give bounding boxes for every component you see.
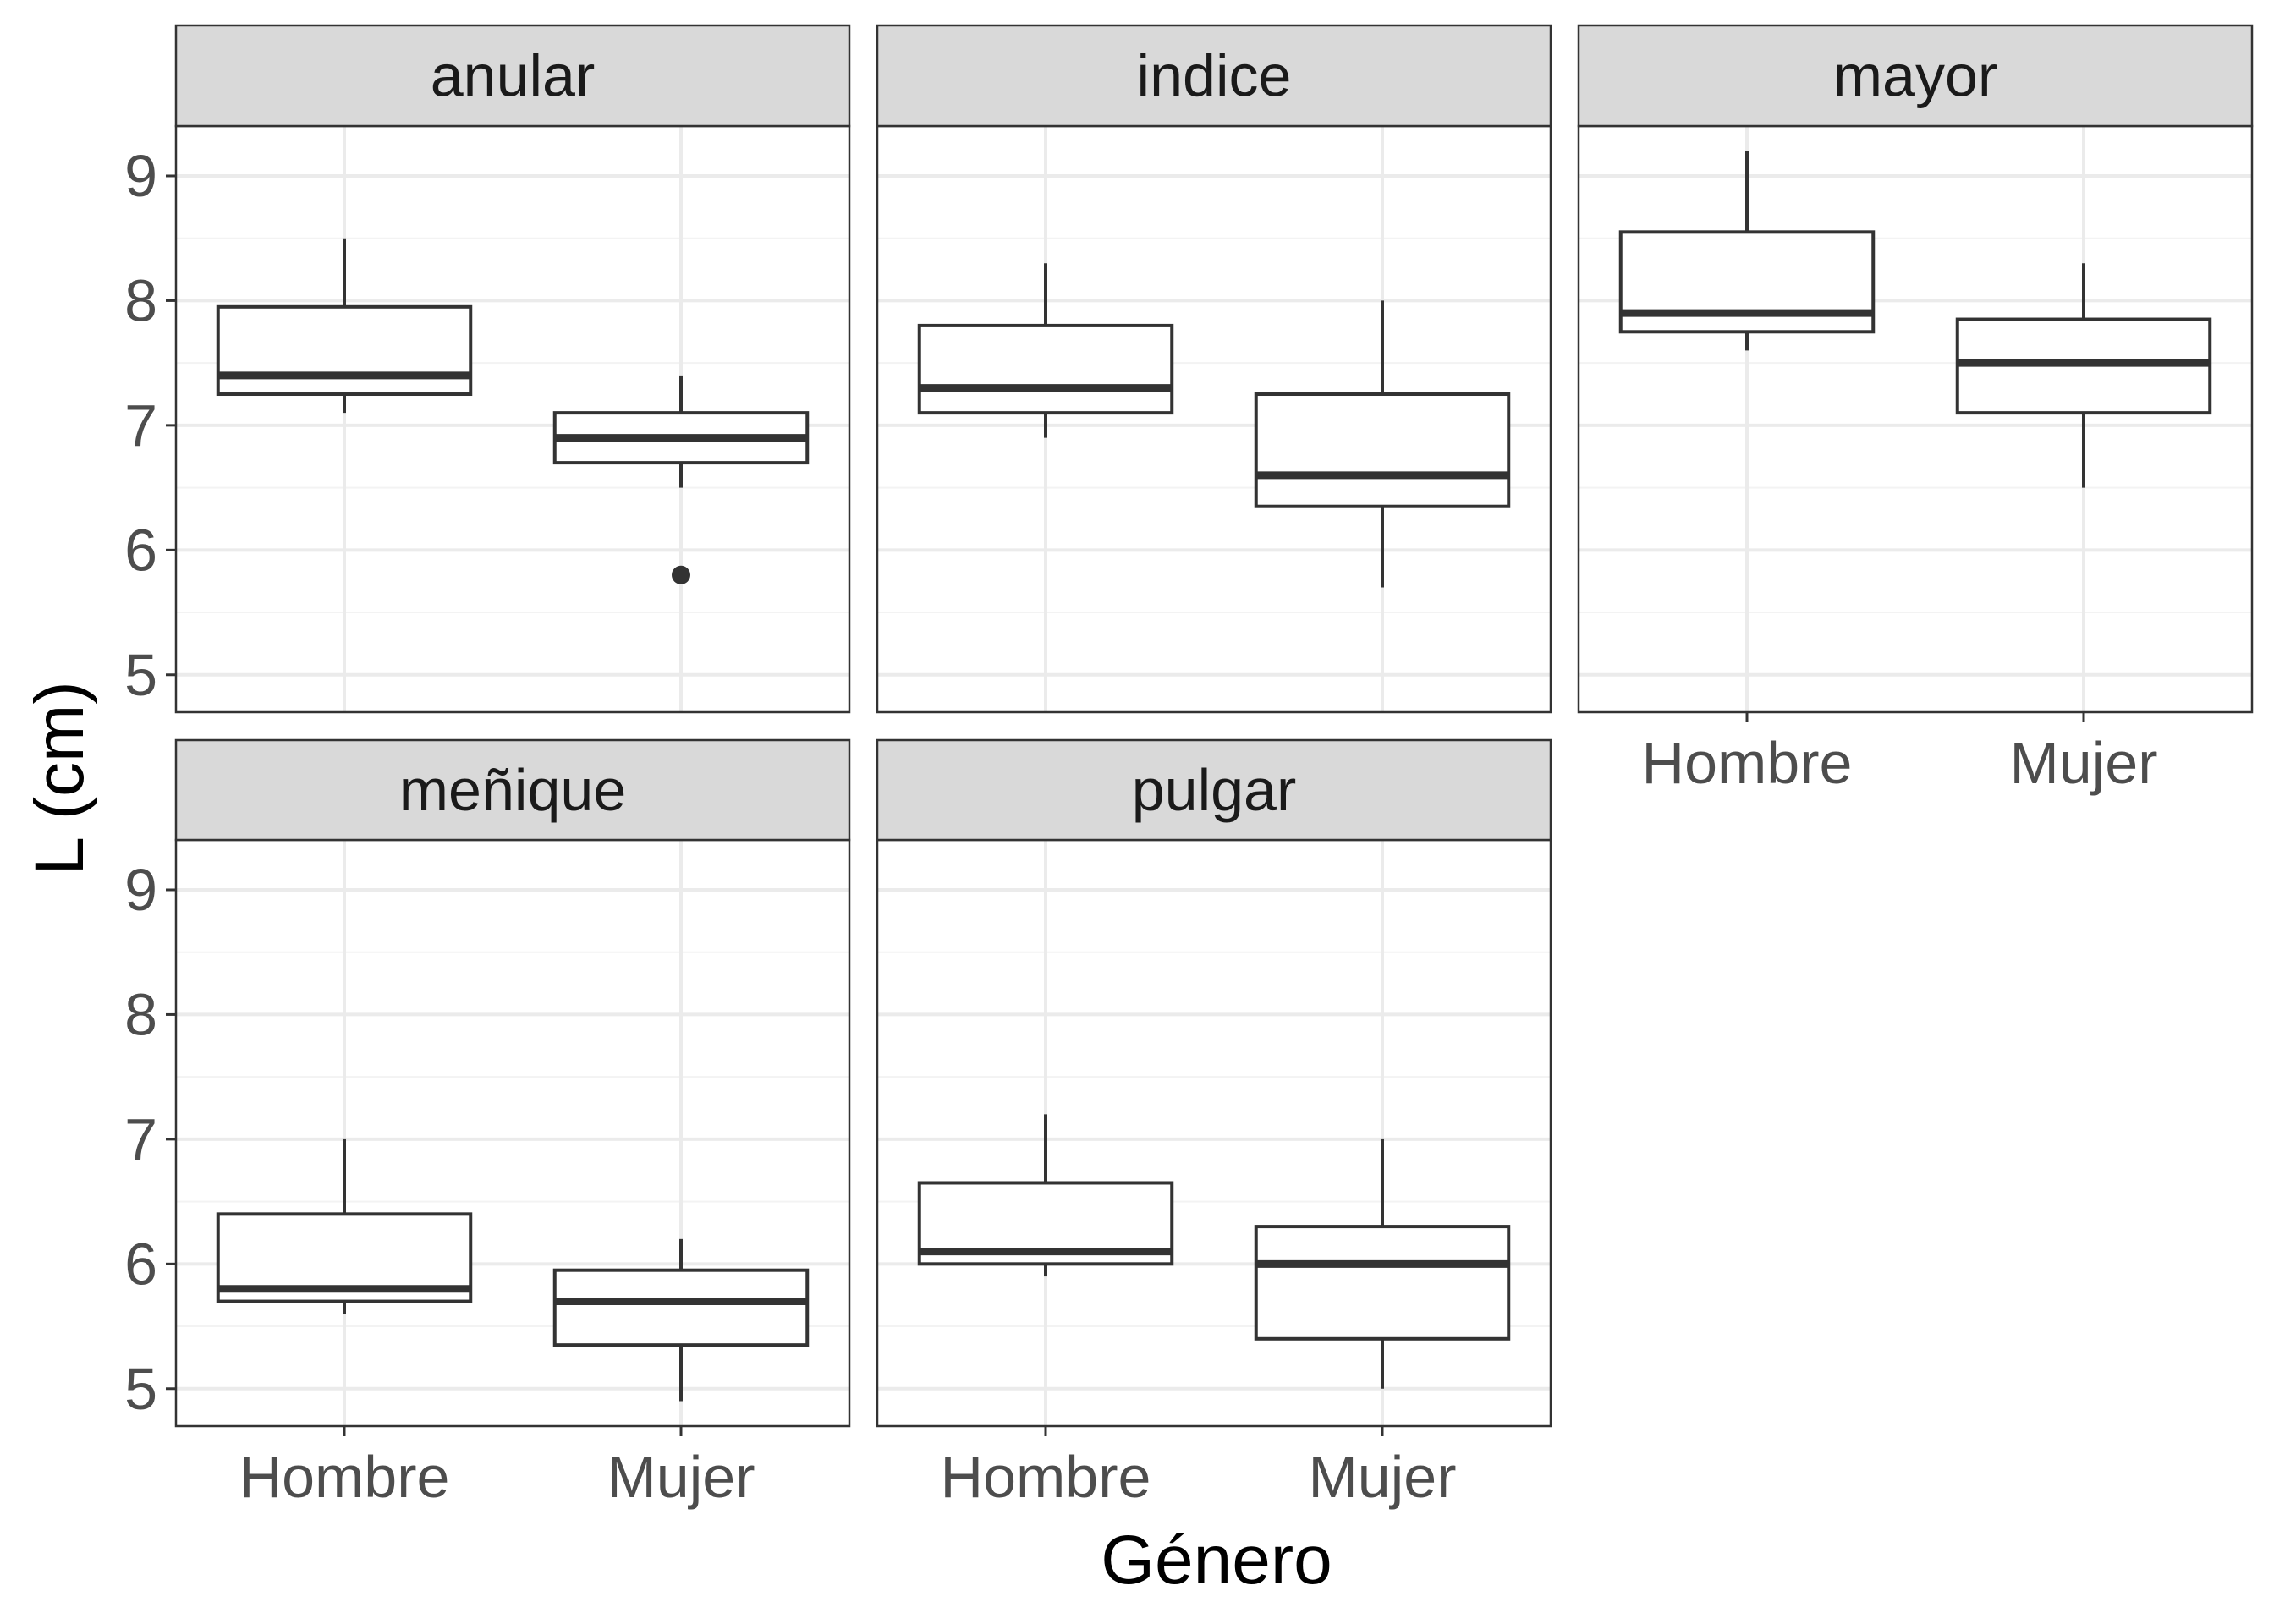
x-tick-label: Hombre	[1642, 730, 1853, 796]
box-mujer	[552, 1268, 810, 1347]
x-tick-label: Mujer	[607, 1444, 755, 1510]
y-tick-label: 9	[124, 857, 157, 923]
x-tick-label: Mujer	[2009, 730, 2157, 796]
y-axis-title: L (cm)	[21, 681, 98, 875]
box-hombre	[216, 304, 473, 397]
box-hombre	[917, 323, 1174, 415]
y-tick-label: 6	[124, 1231, 157, 1297]
y-tick-label: 8	[124, 981, 157, 1047]
facet-title: pulgar	[1132, 757, 1297, 823]
facet-strip	[876, 24, 1552, 128]
x-tick-label: Hombre	[239, 1444, 450, 1510]
y-tick-label: 5	[124, 642, 157, 708]
y-tick-label: 9	[124, 143, 157, 209]
y-tick-label: 7	[124, 1106, 157, 1172]
y-tick-label: 5	[124, 1356, 157, 1422]
facet-title: meñique	[399, 757, 627, 823]
facet-title: mayor	[1833, 43, 1997, 109]
y-tick-label: 6	[124, 517, 157, 583]
facet-strip	[1577, 24, 2254, 128]
y-tick-label: 7	[124, 392, 157, 458]
outlier-point	[672, 565, 690, 584]
box-mujer	[1254, 392, 1511, 508]
facet-strip	[876, 738, 1552, 842]
box-mujer	[1254, 1225, 1511, 1341]
facet-title: anular	[431, 43, 596, 109]
panel-background	[1579, 126, 2252, 712]
x-tick-label: Mujer	[1308, 1444, 1456, 1510]
y-tick-label: 8	[124, 267, 157, 333]
facet-strip	[174, 738, 851, 842]
facet-title: indice	[1137, 43, 1292, 109]
x-tick-label: Hombre	[941, 1444, 1151, 1510]
x-axis-title: Género	[1101, 1522, 1332, 1599]
facet-strip	[174, 24, 851, 128]
